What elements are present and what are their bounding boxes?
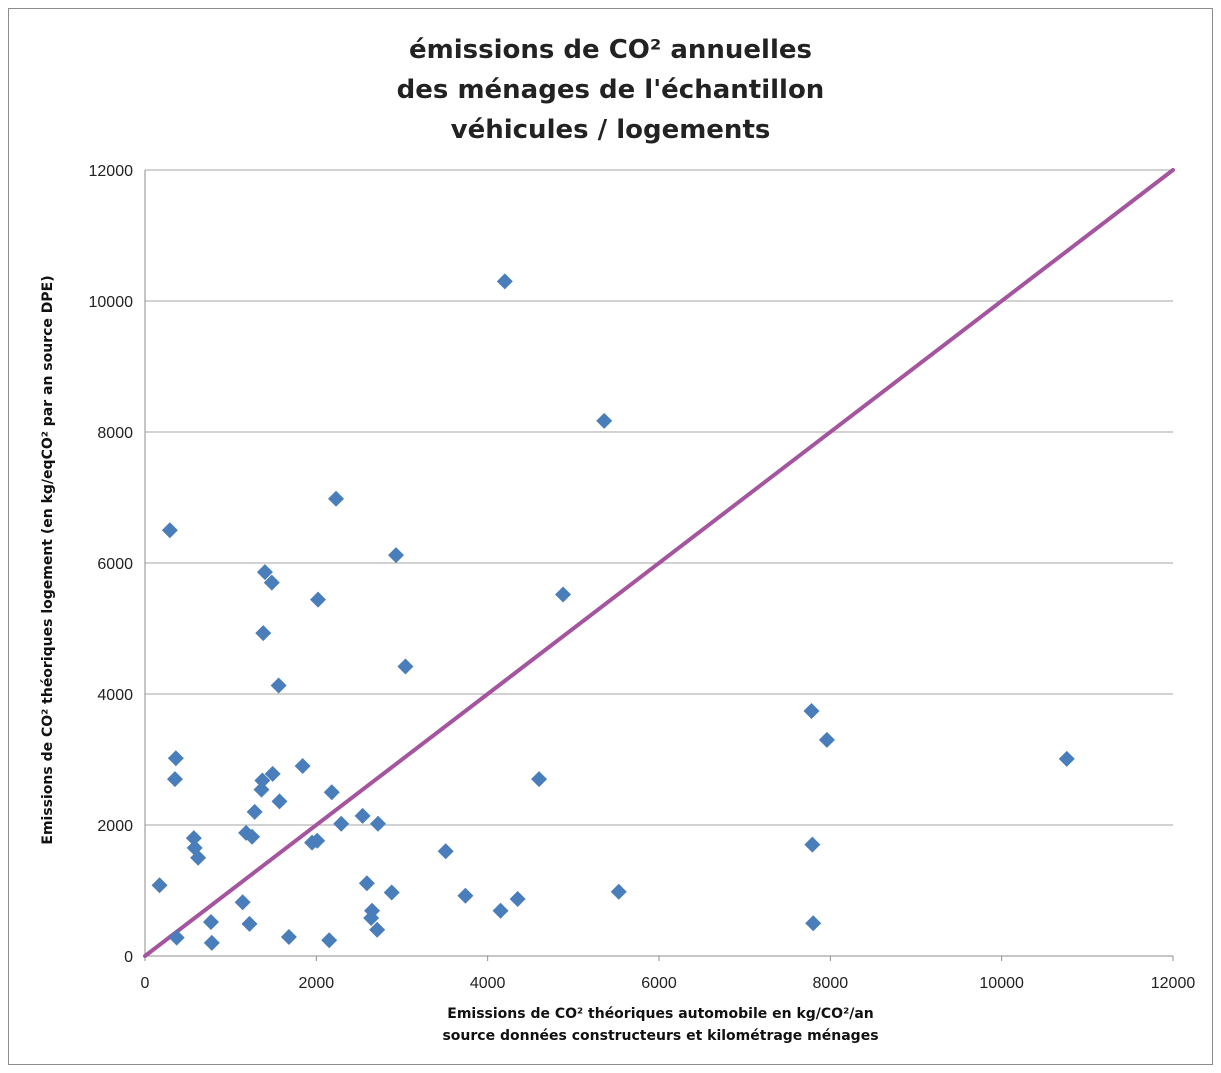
data-point bbox=[161, 522, 178, 539]
data-point bbox=[388, 547, 405, 564]
data-point bbox=[185, 830, 202, 847]
x-axis-label-line-2: source données constructeurs et kilométr… bbox=[442, 1028, 879, 1044]
y-axis-label: Emissions de CO² théoriques logement (en… bbox=[40, 275, 56, 845]
data-point bbox=[270, 677, 287, 694]
y-tick-label: 2000 bbox=[97, 818, 133, 835]
data-point bbox=[397, 658, 414, 675]
x-tick-label: 4000 bbox=[470, 975, 506, 992]
data-point bbox=[166, 771, 183, 788]
data-point bbox=[437, 843, 454, 860]
x-tick-label: 6000 bbox=[641, 975, 677, 992]
data-point bbox=[369, 921, 386, 938]
data-point bbox=[168, 929, 185, 946]
data-point bbox=[254, 772, 271, 789]
data-point bbox=[256, 564, 273, 581]
data-point bbox=[280, 929, 297, 946]
data-point bbox=[818, 731, 835, 748]
data-point bbox=[328, 490, 345, 507]
data-point bbox=[1058, 750, 1075, 767]
x-tick-label: 10000 bbox=[979, 975, 1024, 992]
data-point bbox=[323, 784, 340, 801]
data-point bbox=[234, 894, 251, 911]
data-point bbox=[531, 771, 548, 788]
data-point bbox=[151, 877, 168, 894]
data-point bbox=[202, 913, 219, 930]
y-tick-label: 12000 bbox=[89, 163, 134, 180]
data-point bbox=[167, 750, 184, 767]
data-point bbox=[255, 625, 272, 642]
data-point bbox=[610, 883, 627, 900]
x-tick-label: 12000 bbox=[1151, 975, 1196, 992]
y-tick-label: 6000 bbox=[97, 556, 133, 573]
y-tick-label: 0 bbox=[124, 949, 133, 966]
data-point bbox=[555, 586, 572, 603]
data-point bbox=[333, 815, 350, 832]
data-point bbox=[321, 932, 338, 949]
data-point bbox=[496, 273, 513, 290]
chart-title-line-1: émissions de CO² annuelles bbox=[409, 35, 812, 65]
data-point bbox=[358, 875, 375, 892]
x-tick-label: 2000 bbox=[299, 975, 335, 992]
data-point bbox=[383, 884, 400, 901]
data-point bbox=[253, 781, 270, 798]
data-point bbox=[241, 915, 258, 932]
data-point bbox=[804, 836, 821, 853]
data-point bbox=[364, 902, 381, 919]
data-point bbox=[264, 765, 281, 782]
data-point bbox=[263, 574, 280, 591]
chart-frame bbox=[8, 8, 1213, 1065]
data-point bbox=[354, 807, 371, 824]
x-axis-label: Emissions de CO² théoriques automobile e… bbox=[0, 1003, 1221, 1047]
data-point bbox=[457, 887, 474, 904]
x-tick-label: 0 bbox=[141, 975, 150, 992]
data-point bbox=[203, 934, 220, 951]
data-point bbox=[370, 815, 387, 832]
chart-title-line-3: véhicules / logements bbox=[450, 115, 771, 145]
chart-title: émissions de CO² annuelles des ménages d… bbox=[0, 30, 1221, 150]
data-point bbox=[190, 849, 207, 866]
data-point bbox=[803, 703, 820, 720]
data-point bbox=[244, 828, 261, 845]
data-point bbox=[246, 803, 263, 820]
data-point bbox=[596, 412, 613, 429]
data-point bbox=[310, 591, 327, 608]
data-point bbox=[509, 891, 526, 908]
data-point bbox=[805, 915, 822, 932]
x-axis-label-line-1: Emissions de CO² théoriques automobile e… bbox=[447, 1006, 874, 1022]
x-tick-label: 8000 bbox=[813, 975, 849, 992]
y-tick-label: 4000 bbox=[97, 687, 133, 704]
reference-line bbox=[143, 168, 1175, 958]
chart-title-line-2: des ménages de l'échantillon bbox=[396, 75, 825, 105]
data-point bbox=[294, 758, 311, 775]
data-point bbox=[492, 902, 509, 919]
data-point bbox=[271, 793, 288, 810]
data-point bbox=[309, 832, 326, 849]
y-tick-label: 10000 bbox=[89, 294, 134, 311]
y-tick-label: 8000 bbox=[97, 425, 133, 442]
